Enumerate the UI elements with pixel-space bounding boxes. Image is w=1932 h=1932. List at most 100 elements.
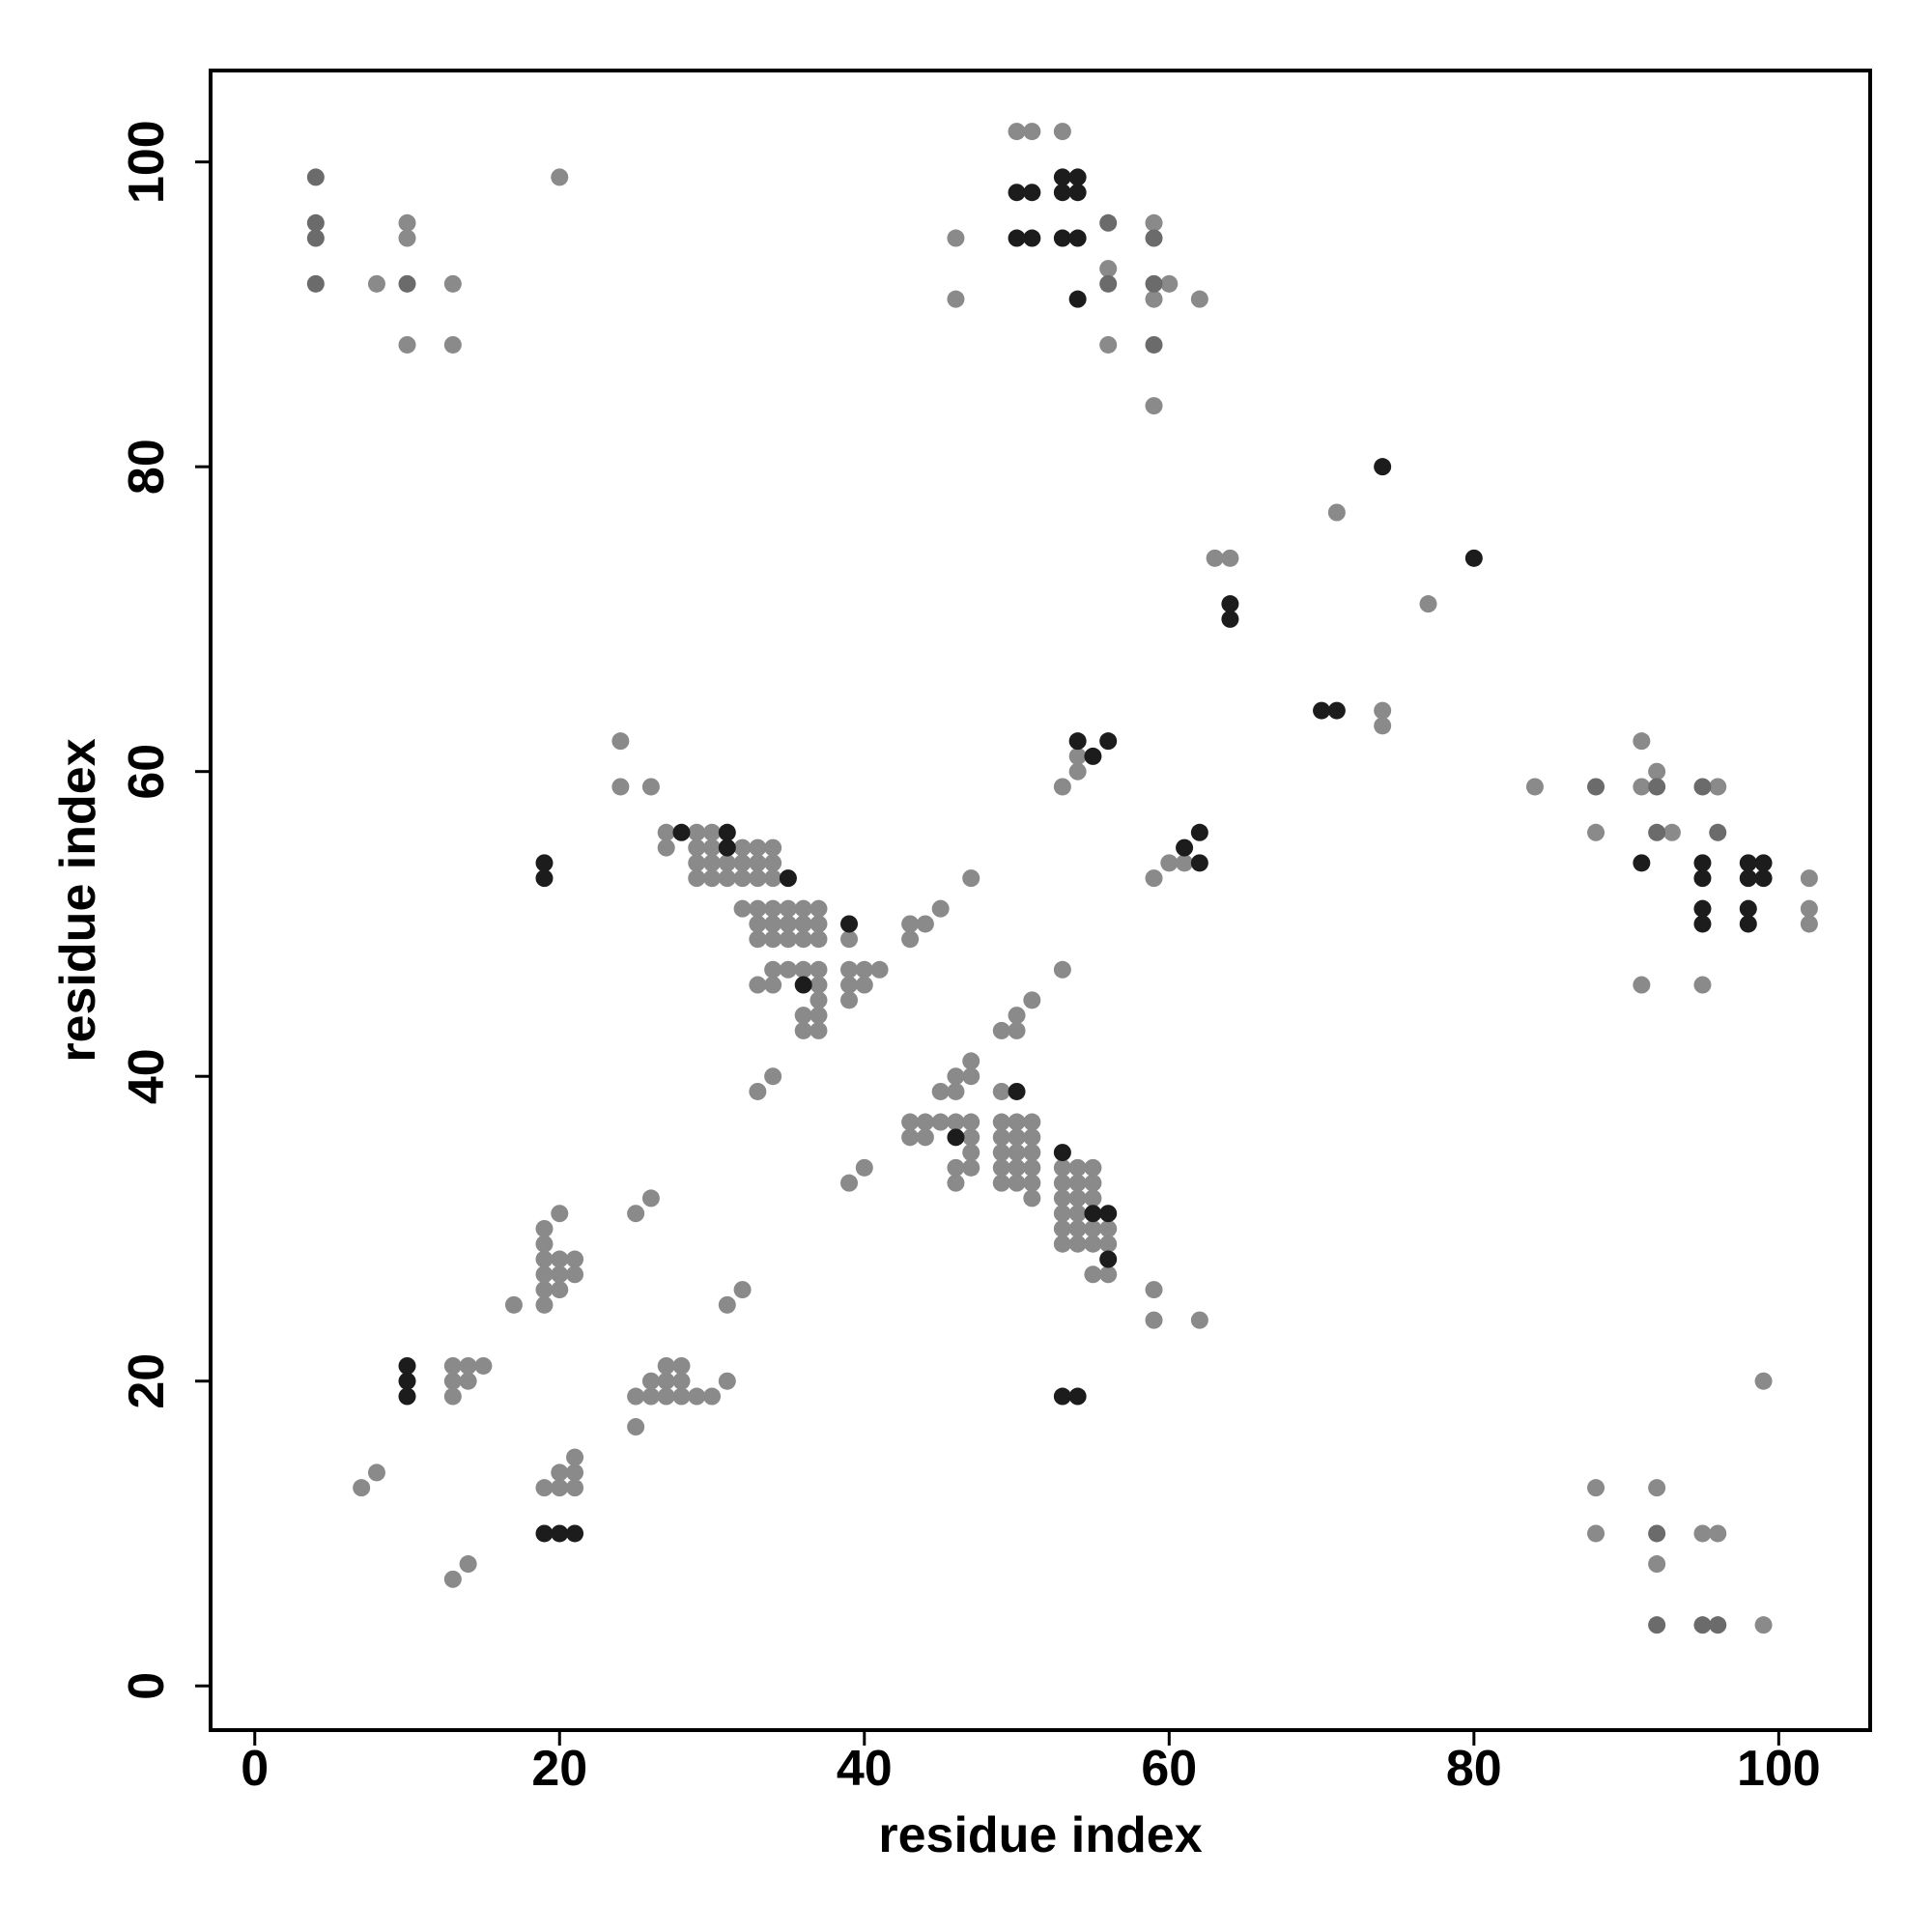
point <box>1221 549 1239 567</box>
point <box>1145 213 1163 232</box>
point <box>749 930 767 949</box>
point <box>718 838 736 857</box>
point <box>657 1387 675 1406</box>
point <box>504 1295 523 1314</box>
point <box>398 1387 416 1406</box>
point <box>535 1219 554 1237</box>
point <box>566 1463 584 1482</box>
point <box>794 1007 812 1025</box>
point <box>1008 123 1026 141</box>
point <box>779 960 797 979</box>
point <box>962 1052 980 1070</box>
point <box>398 229 416 247</box>
point <box>1008 1113 1026 1131</box>
point <box>1648 778 1666 796</box>
point <box>1693 854 1712 872</box>
y-tick-label: 60 <box>119 744 175 800</box>
point <box>1587 823 1605 841</box>
point <box>1008 1021 1026 1039</box>
point <box>1068 1219 1087 1237</box>
point <box>810 1007 828 1025</box>
point <box>1053 778 1071 796</box>
point <box>1099 1219 1118 1237</box>
point <box>657 1372 675 1390</box>
point <box>840 960 859 979</box>
point <box>306 274 325 293</box>
point <box>1053 1144 1071 1162</box>
point <box>962 1067 980 1086</box>
point <box>840 930 859 949</box>
point <box>398 1356 416 1375</box>
point <box>1099 1235 1118 1253</box>
point <box>810 976 828 994</box>
point <box>947 290 965 308</box>
point <box>992 1144 1010 1162</box>
point <box>535 854 554 872</box>
point <box>688 1387 706 1406</box>
point <box>688 854 706 872</box>
point <box>1693 778 1712 796</box>
point <box>1633 732 1651 751</box>
point <box>1374 701 1392 720</box>
point <box>1709 1524 1727 1543</box>
point <box>641 778 660 796</box>
point <box>1084 1189 1102 1208</box>
point <box>1053 1219 1071 1237</box>
point <box>733 838 752 857</box>
point <box>535 1479 554 1497</box>
point <box>1023 991 1041 1009</box>
point <box>794 1021 812 1039</box>
point <box>1145 335 1163 354</box>
point <box>1099 335 1118 354</box>
x-tick-label: 60 <box>1141 1741 1197 1797</box>
point <box>1327 503 1346 522</box>
point <box>1190 290 1208 308</box>
x-axis-title: residue index <box>878 1807 1202 1863</box>
point <box>1221 595 1239 613</box>
point <box>1374 717 1392 735</box>
point <box>992 1128 1010 1147</box>
point <box>1648 762 1666 781</box>
point <box>947 1067 965 1086</box>
point <box>1068 1205 1087 1223</box>
y-tick-label: 20 <box>119 1353 175 1409</box>
point <box>855 1158 873 1177</box>
point <box>398 274 416 293</box>
point <box>1145 274 1163 293</box>
point <box>962 1113 980 1131</box>
point <box>703 823 722 841</box>
point <box>840 1174 859 1192</box>
point <box>1053 1189 1071 1208</box>
point <box>1068 747 1087 765</box>
point <box>703 869 722 888</box>
point <box>459 1372 477 1390</box>
point <box>1099 274 1118 293</box>
point <box>1739 854 1757 872</box>
point <box>566 1448 584 1466</box>
point <box>1754 1616 1773 1634</box>
point <box>688 869 706 888</box>
point <box>1800 899 1818 918</box>
point <box>1084 1235 1102 1253</box>
point <box>627 1418 645 1436</box>
point <box>810 960 828 979</box>
point <box>1023 1189 1041 1208</box>
point <box>1053 168 1071 186</box>
point <box>992 1021 1010 1039</box>
point <box>657 823 675 841</box>
point <box>535 1235 554 1253</box>
point <box>443 1356 462 1375</box>
point <box>1800 915 1818 933</box>
point <box>916 1113 934 1131</box>
point <box>672 1387 691 1406</box>
point <box>1053 184 1071 202</box>
point <box>1023 1128 1041 1147</box>
point <box>749 915 767 933</box>
point <box>306 229 325 247</box>
point <box>1023 184 1041 202</box>
point <box>353 1479 371 1497</box>
point <box>1068 762 1087 781</box>
point <box>551 168 569 186</box>
point <box>1145 397 1163 415</box>
